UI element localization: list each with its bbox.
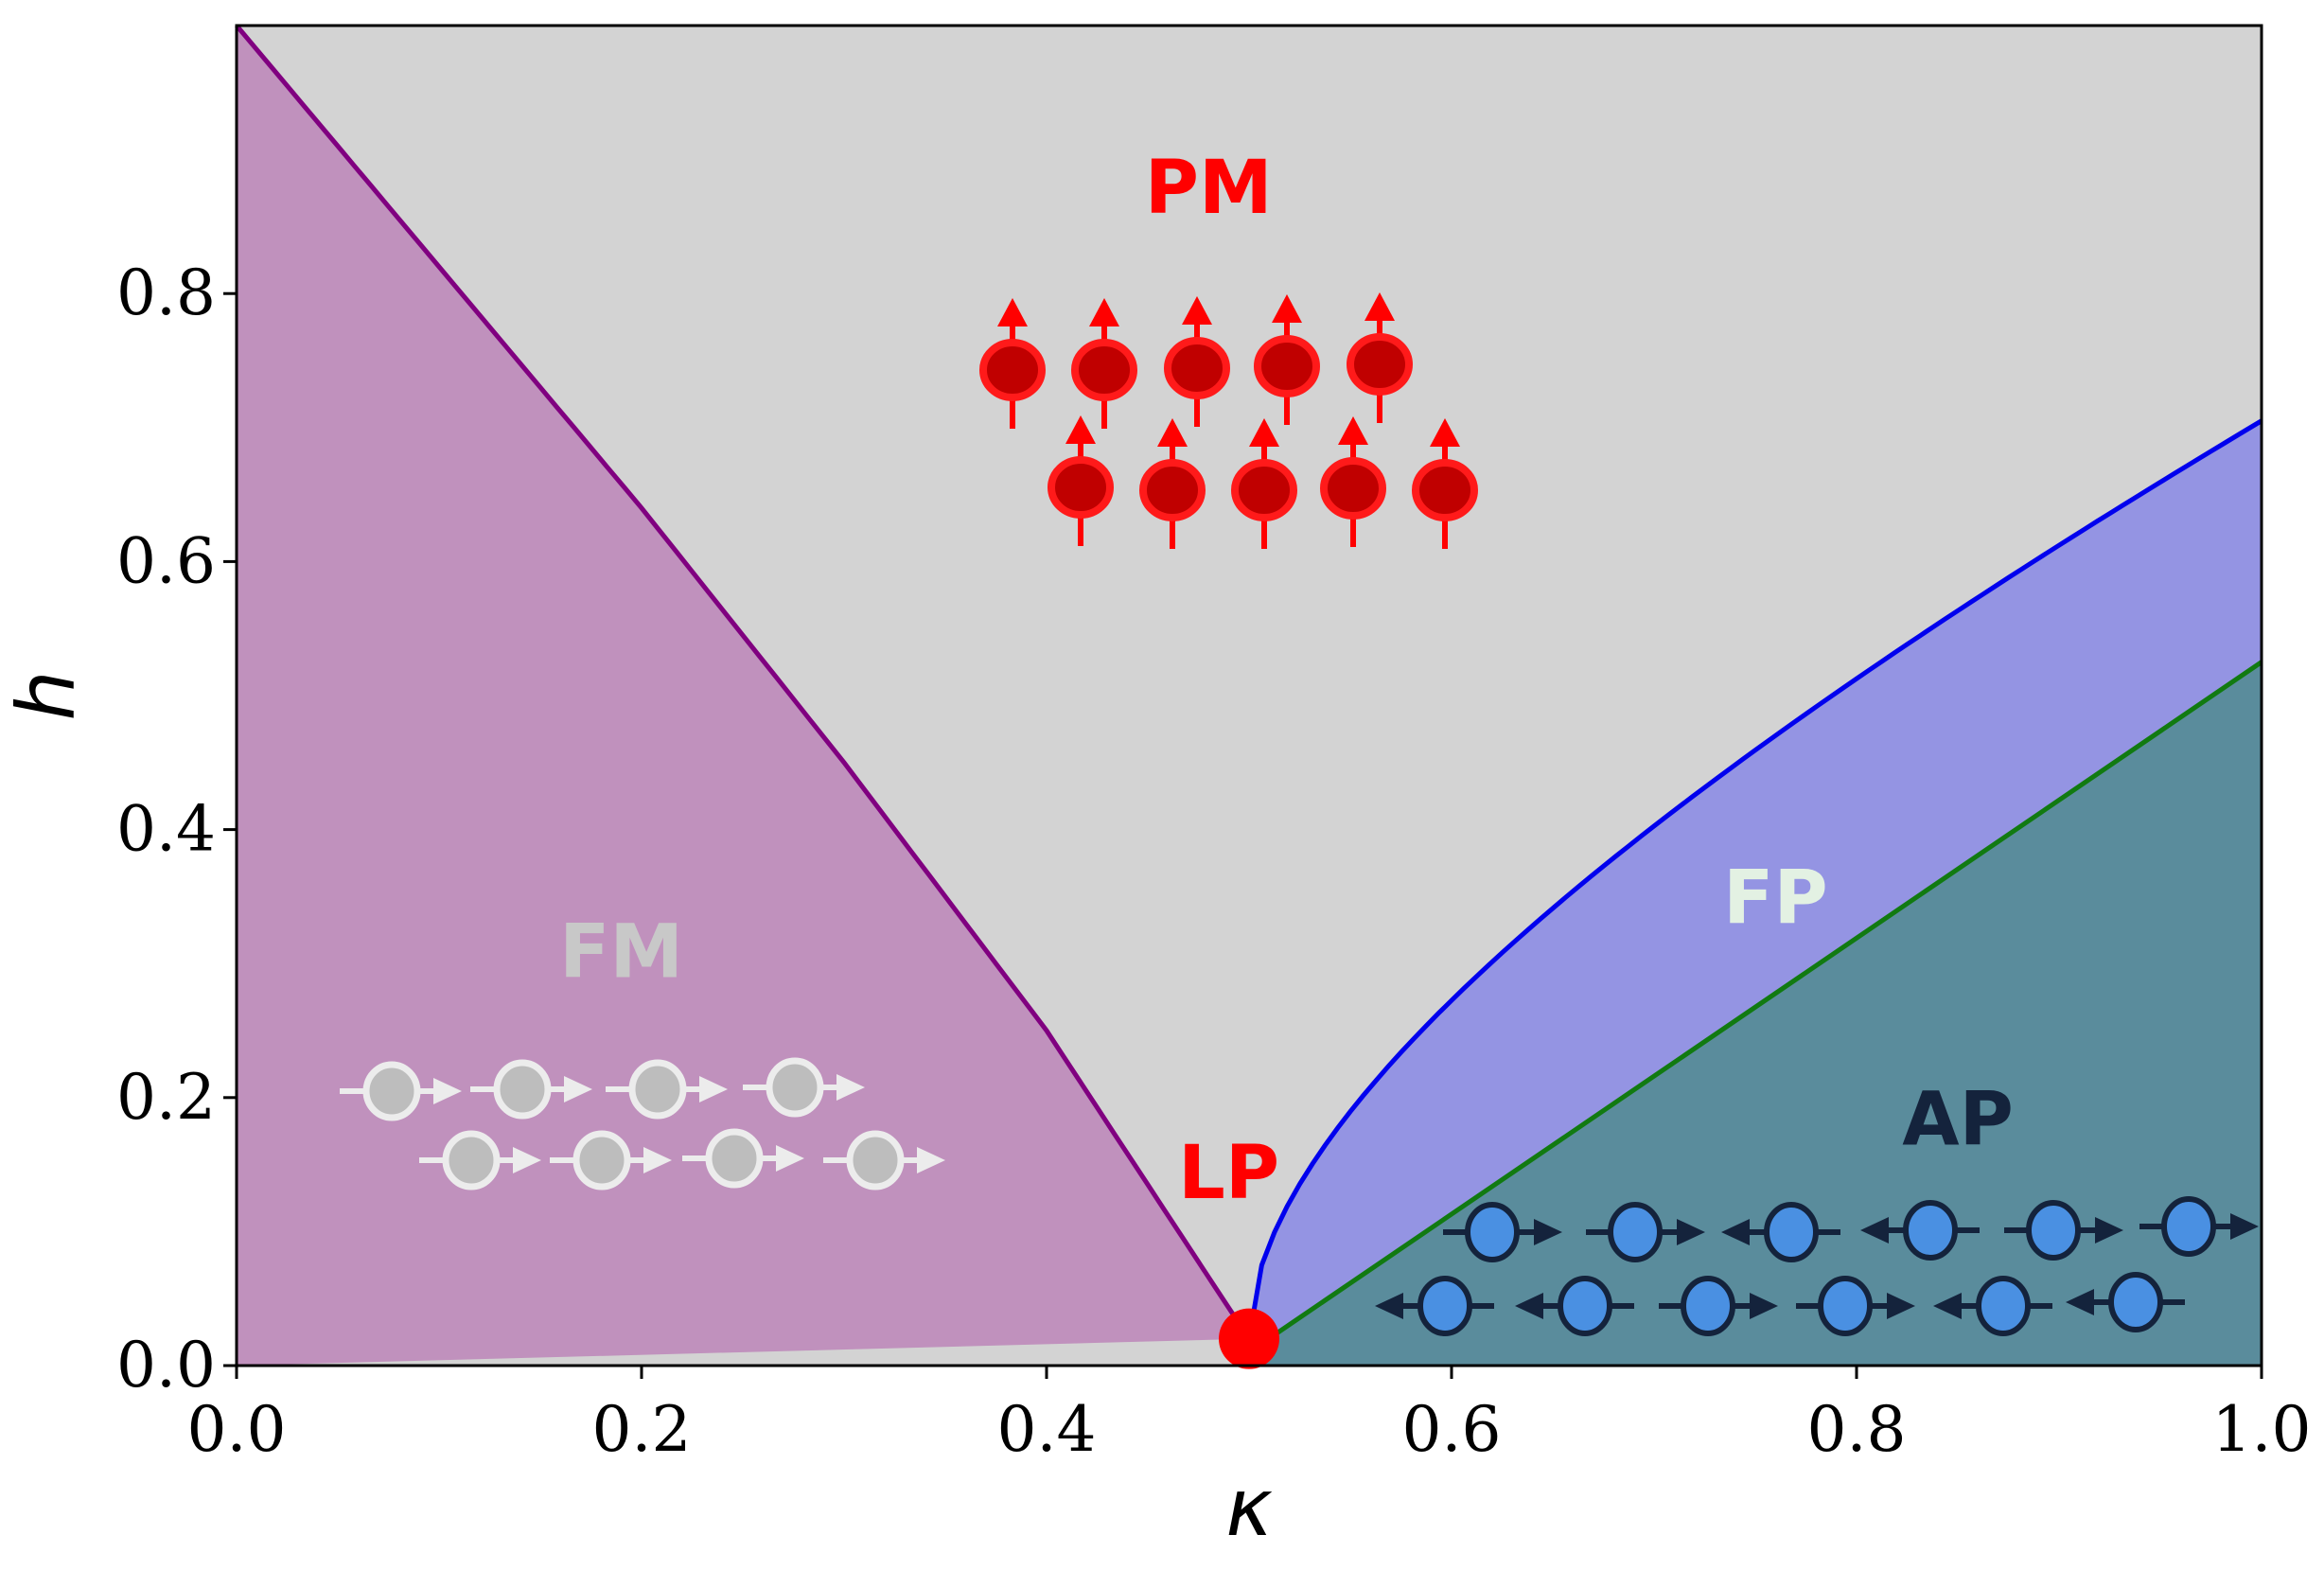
spin-up-icon bbox=[1164, 296, 1230, 427]
spin-left-icon bbox=[1721, 1202, 1840, 1262]
axis-ticks: 0.0 0.2 0.4 0.6 0.8 1.0 0.0 0.2 0.4 0.6 0.8 bbox=[116, 256, 2311, 1466]
y-tick-label: 0.6 bbox=[116, 524, 216, 597]
y-tick-label: 0.8 bbox=[116, 256, 216, 329]
spin-up-icon bbox=[1347, 292, 1413, 423]
spin-right-icon bbox=[743, 1057, 865, 1118]
spin-left-icon bbox=[1933, 1276, 2052, 1336]
x-tick-label: 0.2 bbox=[592, 1393, 692, 1466]
x-tick-label: 0.8 bbox=[1807, 1393, 1907, 1466]
spin-right-icon bbox=[1659, 1276, 1778, 1336]
y-tick-label: 0.0 bbox=[116, 1329, 216, 1402]
spin-right-icon bbox=[340, 1061, 462, 1121]
spin-right-icon bbox=[1586, 1202, 1705, 1262]
spin-right-icon bbox=[682, 1128, 804, 1189]
spin-right-icon bbox=[823, 1130, 945, 1191]
spin-up-icon bbox=[1412, 418, 1478, 549]
spin-right-icon bbox=[1796, 1276, 1915, 1336]
spin-left-icon bbox=[1860, 1200, 1980, 1261]
axes-frame bbox=[235, 24, 2263, 1367]
phase-boundaries bbox=[235, 24, 2263, 1354]
spin-up-icon bbox=[979, 298, 1046, 429]
x-tick-label: 0.4 bbox=[997, 1393, 1097, 1466]
spin-right-icon bbox=[470, 1059, 592, 1120]
point-label-lp: LP bbox=[1178, 1131, 1279, 1216]
spin-left-icon bbox=[1515, 1276, 1634, 1336]
spin-left-icon bbox=[2066, 1272, 2185, 1332]
spin-right-icon bbox=[2004, 1200, 2123, 1261]
spin-left-icon bbox=[1375, 1276, 1494, 1336]
spin-up-icon bbox=[1254, 294, 1320, 425]
boundary-pm-fp bbox=[1246, 418, 2263, 1340]
phase-label-pm: PM bbox=[1145, 146, 1273, 231]
x-tick-label: 0.0 bbox=[187, 1393, 287, 1466]
y-axis-label: h bbox=[0, 670, 93, 720]
lp-point bbox=[1219, 1308, 1279, 1369]
x-axis-label: κ bbox=[1225, 1461, 1273, 1554]
phase-label-fm: FM bbox=[559, 909, 683, 995]
spin-right-icon bbox=[550, 1130, 672, 1191]
y-tick-label: 0.4 bbox=[116, 793, 216, 866]
region-fm bbox=[237, 26, 1249, 1366]
boundary-fm-pm bbox=[235, 24, 1252, 1341]
phase-label-fp: FP bbox=[1723, 856, 1827, 942]
x-tick-label: 1.0 bbox=[2212, 1393, 2312, 1466]
spin-right-icon bbox=[2139, 1196, 2259, 1257]
spin-up-icon bbox=[1320, 416, 1386, 547]
phase-regions bbox=[237, 26, 2262, 1366]
spin-up-icon bbox=[1139, 418, 1206, 549]
spin-illustrations bbox=[340, 292, 2259, 1369]
spin-right-icon bbox=[1443, 1202, 1562, 1262]
spin-right-icon bbox=[419, 1130, 541, 1191]
spin-up-icon bbox=[1071, 298, 1137, 429]
y-tick-label: 0.2 bbox=[116, 1061, 216, 1134]
region-ap bbox=[1249, 662, 2262, 1366]
phase-labels: PM FM FP AP LP bbox=[559, 146, 2014, 1216]
spin-right-icon bbox=[606, 1059, 728, 1120]
phase-label-ap: AP bbox=[1902, 1077, 2014, 1162]
plot-frame bbox=[235, 24, 2263, 1367]
spin-up-icon bbox=[1048, 415, 1114, 546]
x-tick-label: 0.6 bbox=[1402, 1393, 1502, 1466]
boundary-fp-ap bbox=[1247, 660, 2263, 1354]
spin-up-icon bbox=[1231, 418, 1297, 549]
